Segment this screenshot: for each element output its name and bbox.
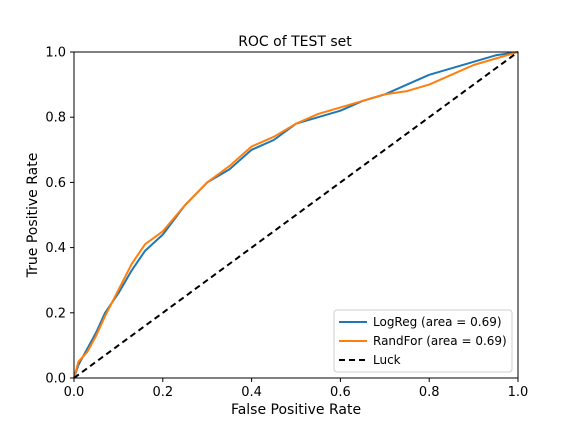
y-tick-label: 1.0 — [45, 46, 66, 61]
y-tick-label: 0.2 — [45, 306, 66, 321]
x-tick-label: 0.4 — [241, 385, 262, 400]
legend-label-2: Luck — [373, 353, 401, 367]
x-tick-label: 0.2 — [152, 385, 173, 400]
y-tick-label: 0.4 — [45, 241, 66, 256]
y-axis: 0.0 0.2 0.4 0.6 0.8 1.0 — [45, 46, 74, 387]
y-axis-label: True Positive Rate — [25, 153, 41, 279]
series-line-0 — [73, 51, 519, 379]
y-tick-label: 0.8 — [45, 111, 66, 126]
y-tick-label: 0.6 — [45, 176, 66, 191]
legend-box — [333, 309, 513, 373]
y-tick-label: 0.0 — [45, 372, 66, 387]
plot-frame — [73, 51, 519, 379]
x-tick-label: 0.6 — [330, 385, 351, 400]
x-tick-label: 0.0 — [64, 385, 85, 400]
legend: LogReg (area = 0.69) RandFor (area = 0.69… — [333, 309, 513, 373]
legend-label-1: RandFor (area = 0.69) — [373, 334, 507, 348]
x-axis-label: False Positive Rate — [231, 402, 361, 418]
series-line-2 — [73, 51, 519, 379]
x-tick-label: 0.8 — [419, 385, 440, 400]
plot-area — [73, 51, 519, 379]
x-axis: 0.0 0.2 0.4 0.6 0.8 1.0 — [64, 378, 529, 400]
series-line-1 — [73, 51, 519, 379]
legend-label-0: LogReg (area = 0.69) — [373, 315, 502, 329]
x-tick-label: 1.0 — [508, 385, 529, 400]
chart-title: ROC of TEST set — [238, 34, 352, 50]
